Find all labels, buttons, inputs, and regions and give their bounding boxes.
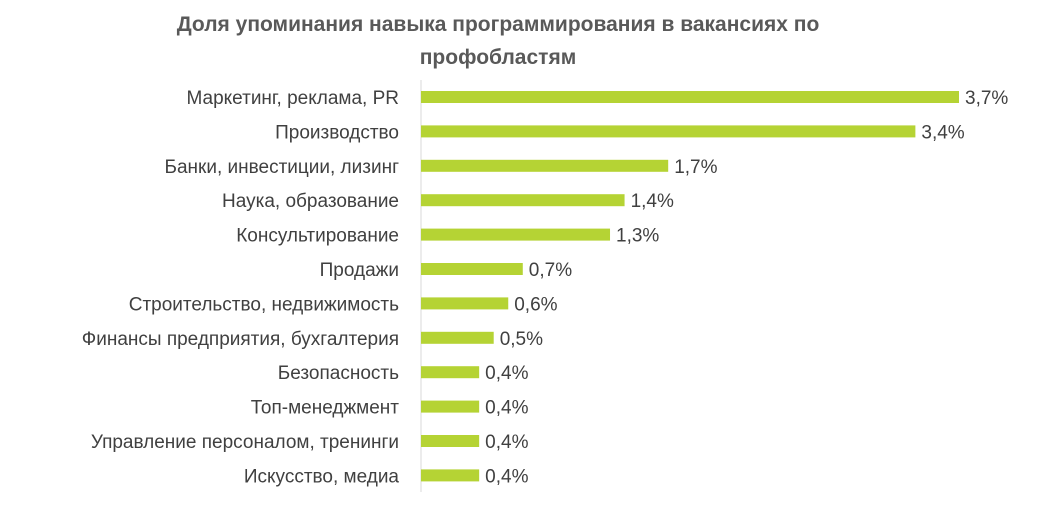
- value-label: 3,7%: [965, 88, 1008, 109]
- value-label: 0,7%: [529, 260, 572, 281]
- bars-group: Маркетинг, реклама, PR 3,7% Производство 3,…: [82, 88, 1009, 487]
- bar: [421, 125, 915, 137]
- value-label: 1,7%: [674, 157, 717, 178]
- value-label: 0,6%: [514, 294, 557, 315]
- category-label: Искусство, медиа: [244, 466, 400, 487]
- bar: [421, 332, 494, 344]
- bar: [421, 366, 479, 378]
- bar: [421, 435, 479, 447]
- value-label: 0,4%: [485, 432, 528, 453]
- category-label: Консультирование: [236, 226, 399, 247]
- value-label: 0,4%: [485, 398, 528, 419]
- value-label: 0,5%: [500, 329, 543, 350]
- value-label: 0,4%: [485, 363, 528, 384]
- bar: [421, 401, 479, 413]
- value-label: 1,4%: [631, 191, 674, 212]
- chart-title-line-2: профобластям: [420, 46, 577, 69]
- category-label: Производство: [275, 122, 399, 143]
- bar: [421, 469, 479, 481]
- category-label: Продажи: [320, 260, 399, 281]
- category-label: Маркетинг, реклама, PR: [186, 88, 399, 109]
- bar: [421, 160, 668, 172]
- category-label: Безопасность: [278, 363, 399, 384]
- bar: [421, 263, 523, 275]
- value-label: 0,4%: [485, 466, 528, 487]
- chart-title-line-1: Доля упоминания навыка программирования …: [177, 13, 820, 36]
- category-label: Строительство, недвижимость: [129, 294, 399, 315]
- value-label: 1,3%: [616, 226, 659, 247]
- category-label: Топ-менеджмент: [251, 398, 399, 419]
- bar: [421, 229, 610, 241]
- category-label: Управление персоналом, тренинги: [91, 432, 399, 453]
- category-label: Банки, инвестиции, лизинг: [165, 157, 400, 178]
- bar: [421, 91, 959, 103]
- bar: [421, 297, 508, 309]
- value-label: 3,4%: [921, 122, 964, 143]
- category-label: Финансы предприятия, бухгалтерия: [82, 329, 399, 350]
- category-label: Наука, образование: [222, 191, 399, 212]
- bar: [421, 194, 625, 206]
